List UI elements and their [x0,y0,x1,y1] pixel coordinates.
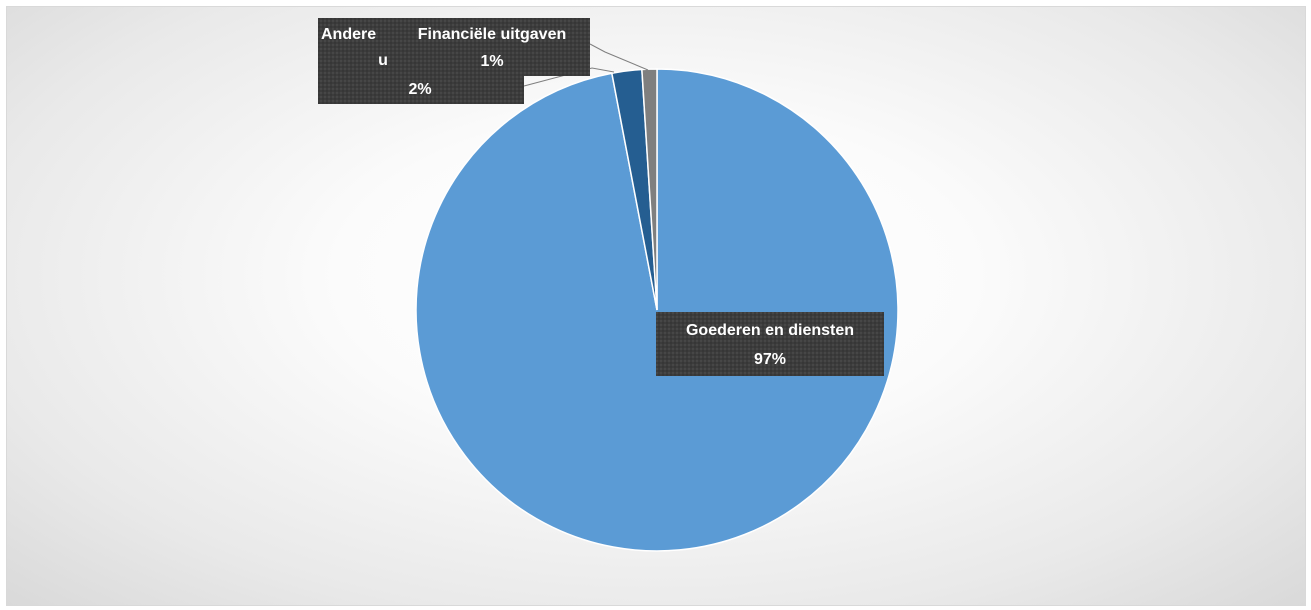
label-financiele-name: Financiële uitgaven [418,26,566,43]
label-goederen-name: Goederen en diensten [686,322,854,339]
label-andere-percent: 2% [408,81,431,98]
leader-line-andere [523,67,615,87]
pie-slices [415,68,899,552]
leader-lines [523,43,649,87]
label-financiele-percent: 1% [480,53,503,70]
label-goederen-percent: 97% [754,351,786,368]
leader-line-financiele [589,43,649,71]
label-andere-line1: Andere [321,26,376,43]
data-label-goederen-en-diensten: Goederen en diensten 97% [656,312,884,376]
data-label-financiele-uitgaven: Financiële uitgaven 1% [394,18,590,76]
label-andere-line2: u [378,52,388,69]
pie-slice-financi-le-uitgaven [641,68,658,311]
